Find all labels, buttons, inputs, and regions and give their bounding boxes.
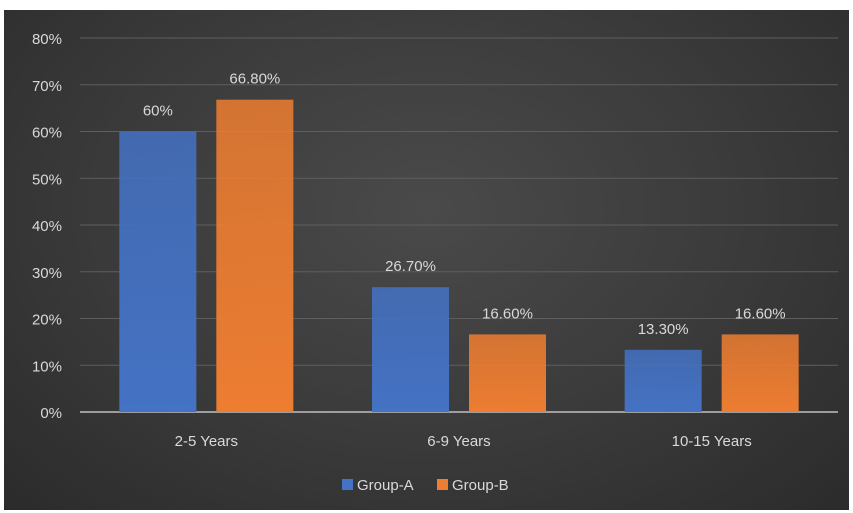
bar [216, 99, 294, 413]
y-tick-label: 20% [32, 312, 62, 329]
gridlines [80, 37, 838, 413]
data-label: 13.30% [638, 321, 689, 338]
x-tick-label: 10-15 Years [672, 433, 752, 450]
legend: Group-A Group-B [342, 477, 509, 494]
legend-label: Group-A [357, 477, 414, 494]
y-tick-label: 40% [32, 218, 62, 235]
data-labels: 60% 66.80% 26.70% 16.60% 13.30% 16.60% [143, 71, 786, 338]
x-axis-ticks: 2-5 Years 6-9 Years 10-15 Years [175, 433, 752, 450]
chart-area: 0% 10% 20% 30% 40% 50% 60% 70% 80% 60% 66.80% 26.7… [4, 10, 849, 510]
bar [624, 349, 702, 412]
y-tick-label: 70% [32, 78, 62, 95]
x-tick-label: 6-9 Years [427, 433, 490, 450]
data-label: 16.60% [482, 305, 533, 322]
y-tick-label: 60% [32, 125, 62, 142]
data-label: 26.70% [385, 258, 436, 275]
bars [119, 99, 799, 413]
bar [469, 334, 546, 412]
y-tick-label: 50% [32, 171, 62, 188]
legend-label: Group-B [452, 477, 509, 494]
y-tick-label: 80% [32, 31, 62, 48]
legend-swatch [437, 479, 448, 490]
y-axis-ticks: 0% 10% 20% 30% 40% 50% 60% 70% 80% [32, 31, 62, 422]
data-label: 60% [143, 103, 173, 120]
data-label: 66.80% [229, 71, 280, 88]
y-tick-label: 30% [32, 265, 62, 282]
y-tick-label: 0% [40, 405, 62, 422]
bar [372, 287, 449, 412]
bar [721, 334, 799, 412]
bar-chart: 0% 10% 20% 30% 40% 50% 60% 70% 80% 60% 66.80% 26.7… [32, 31, 838, 494]
y-tick-label: 10% [32, 358, 62, 375]
bar [119, 131, 197, 412]
legend-swatch [342, 479, 353, 490]
data-label: 16.60% [735, 305, 786, 322]
x-tick-label: 2-5 Years [175, 433, 238, 450]
